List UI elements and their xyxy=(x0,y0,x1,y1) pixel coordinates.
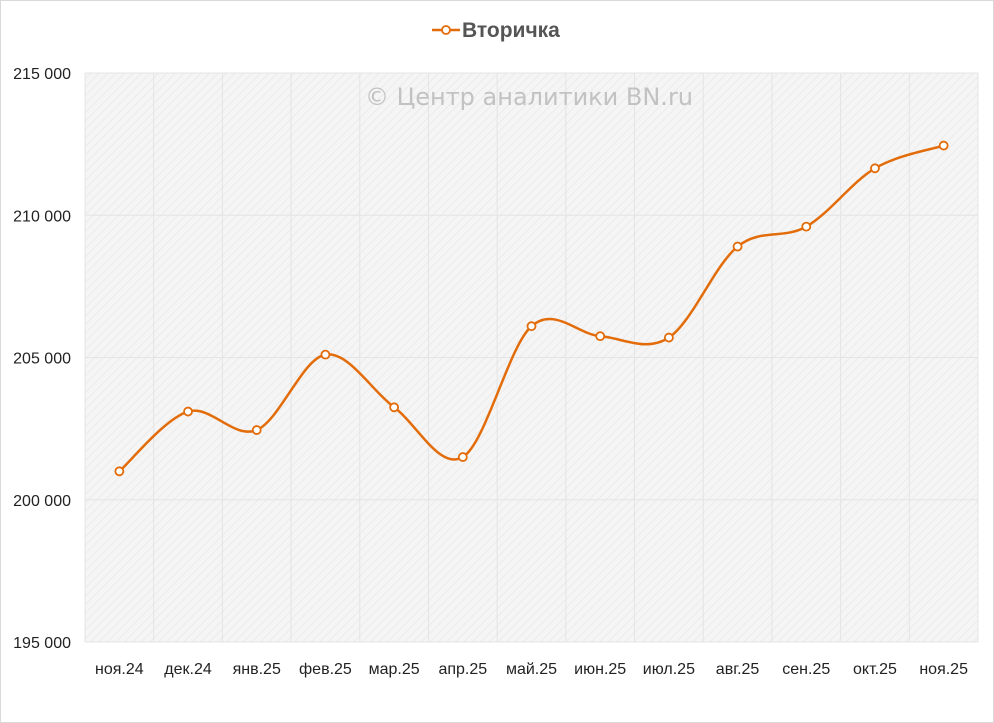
data-point xyxy=(320,349,331,360)
data-point xyxy=(732,241,743,252)
data-point xyxy=(526,321,537,332)
watermark-text: © Центр аналитики BN.ru xyxy=(365,83,693,111)
x-tick-label: окт.25 xyxy=(853,661,897,678)
x-tick-label: июл.25 xyxy=(643,661,695,678)
x-tick-label: апр.25 xyxy=(438,661,487,678)
y-tick-label: 205 000 xyxy=(13,351,71,368)
x-tick-label: ноя.25 xyxy=(919,661,968,678)
data-point xyxy=(183,406,193,417)
data-point xyxy=(801,221,812,232)
x-tick-label: янв.25 xyxy=(233,661,281,678)
x-axis: ноя.24 дек.24 янв.25 фев.25 мар.25 апр.25 май.… xyxy=(95,661,968,678)
x-tick-label: мар.25 xyxy=(369,661,420,678)
x-tick-label: авг.25 xyxy=(716,661,760,678)
y-tick-label: 215 000 xyxy=(13,66,71,83)
x-tick-label: ноя.24 xyxy=(95,661,144,678)
y-tick-label: 210 000 xyxy=(13,208,71,225)
x-tick-label: сен.25 xyxy=(782,661,830,678)
data-point xyxy=(870,163,880,174)
y-tick-label: 200 000 xyxy=(13,493,71,510)
x-tick-label: июн.25 xyxy=(574,661,626,678)
x-tick-label: май.25 xyxy=(506,661,557,678)
data-point xyxy=(663,332,674,343)
data-point xyxy=(114,466,125,477)
data-point xyxy=(251,425,262,435)
data-point xyxy=(457,452,468,462)
gridlines xyxy=(84,72,979,643)
legend-point-marker xyxy=(441,25,451,35)
legend: Вторичка xyxy=(432,19,560,42)
data-point xyxy=(595,331,606,342)
y-axis: 195 000 200 000 205 000 210 000 215 000 xyxy=(13,66,71,652)
series-vtorichka xyxy=(114,140,949,477)
data-point xyxy=(938,140,949,151)
data-point xyxy=(389,402,400,413)
y-tick-label: 195 000 xyxy=(13,635,71,652)
x-tick-label: дек.24 xyxy=(164,661,212,678)
x-tick-label: фев.25 xyxy=(299,661,352,678)
legend-label: Вторичка xyxy=(462,19,560,42)
